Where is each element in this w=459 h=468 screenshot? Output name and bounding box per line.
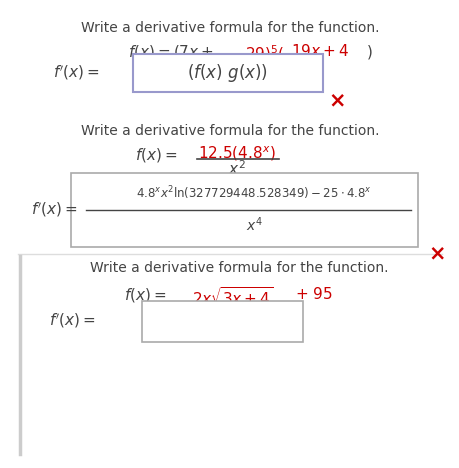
Text: Write a derivative formula for the function.: Write a derivative formula for the funct… xyxy=(81,21,378,35)
FancyBboxPatch shape xyxy=(133,54,322,93)
Text: $x^2$: $x^2$ xyxy=(227,160,245,178)
FancyBboxPatch shape xyxy=(71,173,417,248)
Text: $f'(x) =$: $f'(x) =$ xyxy=(31,201,78,219)
Text: Write a derivative formula for the function.: Write a derivative formula for the funct… xyxy=(90,261,387,275)
Text: $4.8^x x^2 \ln\!\left(327729448.528349\right) - 25 \cdot 4.8^x$: $4.8^x x^2 \ln\!\left(327729448.528349\r… xyxy=(136,185,371,202)
Text: Write a derivative formula for the function.: Write a derivative formula for the funct… xyxy=(81,124,378,138)
Text: $\left(f(x)\ g(x)\right)$: $\left(f(x)\ g(x)\right)$ xyxy=(187,62,268,84)
Text: $2x\sqrt{3x + 4}$: $2x\sqrt{3x + 4}$ xyxy=(192,285,273,307)
FancyBboxPatch shape xyxy=(141,301,302,342)
Text: $19x + 4$: $19x + 4$ xyxy=(290,43,348,59)
Text: $x^4$: $x^4$ xyxy=(246,216,262,234)
Text: $\mathbf{\times}$: $\mathbf{\times}$ xyxy=(427,245,444,265)
Text: $\mathbf{\times}$: $\mathbf{\times}$ xyxy=(327,91,344,111)
Text: $f(x) = $: $f(x) = $ xyxy=(135,146,177,164)
Text: $f(x) = (7x + $: $f(x) = (7x + $ xyxy=(128,43,214,61)
Text: $)$: $)$ xyxy=(365,43,372,61)
Text: $f'(x) =$: $f'(x) =$ xyxy=(49,312,95,330)
Text: $29)^5($: $29)^5($ xyxy=(245,43,284,64)
Text: $f'(x) =$: $f'(x) =$ xyxy=(53,63,100,81)
Text: $12.5(4.8^x)$: $12.5(4.8^x)$ xyxy=(197,144,275,163)
Text: $f(x) = $: $f(x) = $ xyxy=(124,285,166,304)
Text: $+ \ 95$: $+ \ 95$ xyxy=(295,285,332,302)
